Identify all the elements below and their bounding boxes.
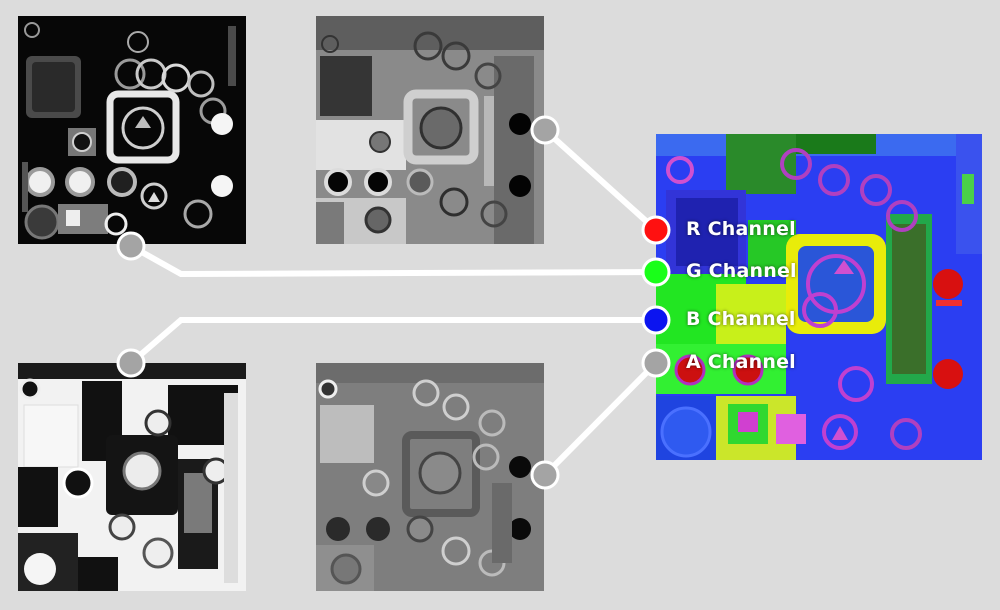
channel-dot-a[interactable] (641, 348, 671, 378)
connector-dot-b-source[interactable] (116, 348, 146, 378)
connector-dot-g-source[interactable] (116, 231, 146, 261)
channel-dot-g[interactable] (641, 257, 671, 287)
connector-dot-a-source[interactable] (530, 460, 560, 490)
texture-combined-rgba (656, 134, 982, 460)
texture-r-channel (18, 16, 246, 244)
channel-label-g: G Channel (686, 260, 797, 282)
channel-dot-b[interactable] (641, 305, 671, 335)
channel-label-a: A Channel (686, 351, 796, 373)
channel-label-b: B Channel (686, 308, 796, 330)
texture-b-channel (18, 363, 246, 591)
channel-dot-r[interactable] (641, 215, 671, 245)
texture-g-channel (316, 16, 544, 244)
connector-dot-r-source[interactable] (530, 115, 560, 145)
texture-a-channel (316, 363, 544, 591)
channel-label-r: R Channel (686, 218, 796, 240)
